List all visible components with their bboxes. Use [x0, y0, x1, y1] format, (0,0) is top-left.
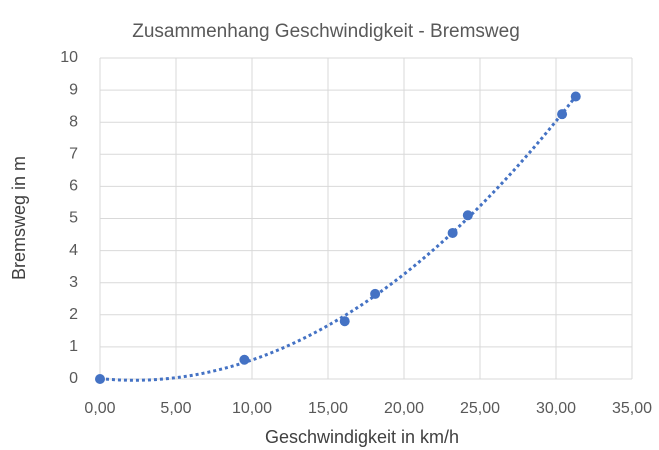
- x-tick-label: 0,00: [84, 400, 115, 417]
- data-point: [570, 91, 581, 102]
- y-axis-label: Bremsweg in m: [9, 156, 29, 280]
- data-point: [447, 227, 458, 238]
- data-point: [95, 374, 105, 384]
- data-point: [339, 316, 350, 327]
- x-tick-label: 20,00: [384, 400, 424, 417]
- y-tick-label: 8: [69, 113, 78, 130]
- x-tick-label: 15,00: [308, 400, 348, 417]
- trendline: [99, 95, 577, 382]
- y-tick-label: 2: [69, 306, 78, 323]
- data-point: [462, 210, 473, 221]
- y-tick-label: 7: [69, 146, 78, 163]
- y-tick-label: 5: [69, 210, 78, 227]
- y-tick-label: 3: [69, 274, 78, 291]
- y-tick-label: 9: [69, 81, 78, 98]
- x-tick-label: 10,00: [232, 400, 272, 417]
- x-tick-label: 35,00: [612, 400, 652, 417]
- data-point: [239, 354, 250, 365]
- x-tick-label: 5,00: [160, 400, 191, 417]
- y-tick-label: 10: [60, 49, 78, 66]
- y-tick-label: 4: [69, 242, 78, 259]
- x-tick-label: 30,00: [536, 400, 576, 417]
- data-point: [370, 288, 381, 299]
- chart-title: Zusammenhang Geschwindigkeit - Bremsweg: [132, 21, 520, 42]
- data-point: [557, 109, 568, 120]
- y-tick-label: 0: [69, 370, 78, 387]
- y-tick-label: 1: [69, 338, 78, 355]
- x-tick-label: 25,00: [460, 400, 500, 417]
- y-tick-label: 6: [69, 178, 78, 195]
- x-axis-label: Geschwindigkeit in km/h: [265, 427, 459, 447]
